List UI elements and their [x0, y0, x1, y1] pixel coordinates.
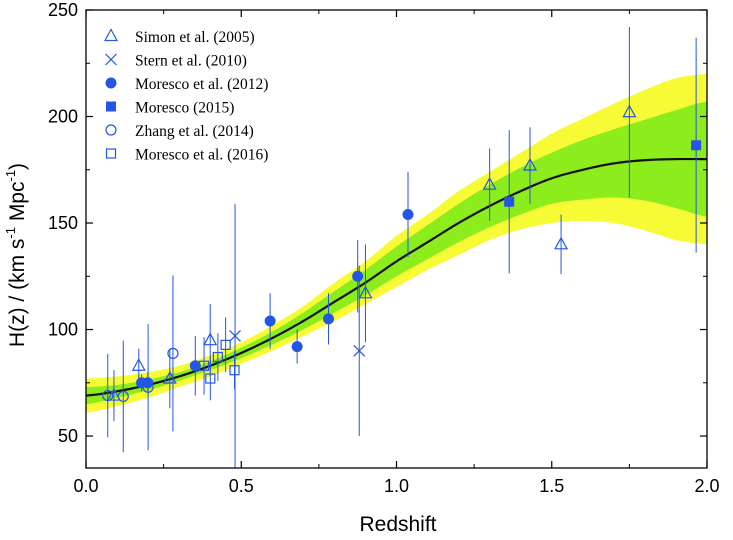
- legend-label: Moresco et al. (2012): [135, 76, 268, 93]
- x-tick-label: 0.5: [229, 476, 254, 496]
- series-circle-open: [102, 275, 179, 453]
- y-axis-label-suffix: ): [6, 163, 29, 170]
- legend-label: Zhang et al. (2014): [135, 123, 254, 140]
- series-cross: [229, 203, 366, 468]
- legend-entry: Simon et al. (2005): [103, 28, 255, 46]
- legend-entry: Zhang et al. (2014): [105, 123, 254, 140]
- marker-cross-stroke-b: [353, 344, 366, 357]
- y-tick-label: 250: [48, 0, 78, 20]
- marker-triangle-open: [103, 28, 119, 42]
- legend-label: Stern et al. (2010): [135, 53, 247, 70]
- marker-circle-filled: [264, 315, 276, 327]
- marker-square-open: [220, 339, 231, 350]
- legend-label: Simon et al. (2005): [135, 29, 255, 46]
- legend: Simon et al. (2005) Stern et al. (2010) Mo…: [103, 28, 268, 164]
- marker-circle-filled: [402, 209, 414, 221]
- marker-circle-open: [102, 389, 114, 402]
- marker-circle-open: [117, 390, 129, 403]
- y-tick-label: 150: [48, 213, 78, 233]
- y-axis-label-sup1: -1: [3, 227, 18, 239]
- marker-circle-open: [105, 124, 117, 136]
- y-axis-label-sup2: -1: [3, 170, 18, 182]
- marker-square-filled: [504, 196, 515, 207]
- marker-triangle-open: [106, 387, 121, 401]
- marker-triangle-open: [523, 157, 538, 171]
- marker-cross-stroke-b: [105, 53, 117, 66]
- data-points: [102, 27, 702, 468]
- marker-circle-filled: [189, 360, 201, 372]
- axes: 0.0 0.5 1.0 1.5 2.0 50 100 150 200 250: [48, 0, 720, 496]
- marker-triangle-open: [554, 236, 569, 250]
- marker-cross: [229, 330, 241, 342]
- series-triangle-open: [106, 27, 637, 422]
- x-tick-label: 1.5: [539, 476, 564, 496]
- legend-entry: Stern et al. (2010): [105, 53, 247, 70]
- series-square-filled: [504, 37, 702, 274]
- marker-square-open: [198, 360, 210, 371]
- marker-triangle-open: [482, 176, 497, 190]
- legend-label: Moresco et al. (2016): [135, 147, 268, 164]
- y-tick-label: 200: [48, 107, 78, 127]
- x-axis-label: Redshift: [359, 513, 436, 536]
- legend-entry: Moresco et al. (2012): [105, 76, 268, 93]
- model-curve-layer: [86, 157, 707, 397]
- series-square-open: [198, 317, 240, 401]
- x-tick-label: 0.0: [73, 476, 98, 496]
- marker-square-open: [212, 351, 223, 363]
- marker-square-open: [229, 365, 240, 376]
- y-axis-label: H(z) / (km s-1 Mpc-1): [3, 163, 29, 347]
- marker-circle-filled: [352, 270, 364, 282]
- marker-cross-stroke-b: [229, 330, 241, 342]
- marker-triangle-open: [622, 104, 637, 118]
- x-tick-label: 1.0: [384, 476, 409, 496]
- marker-circle-open: [142, 381, 154, 393]
- marker-circle-filled: [105, 77, 117, 89]
- x-tick-label: 2.0: [694, 476, 719, 496]
- y-tick-label: 100: [48, 320, 78, 340]
- model-curve: [86, 157, 707, 397]
- marker-triangle-open: [358, 285, 373, 299]
- marker-cross: [353, 344, 366, 357]
- legend-entry: Moresco (2015): [106, 100, 234, 117]
- marker-square-filled: [106, 101, 116, 112]
- marker-triangle-open: [131, 357, 146, 371]
- legend-label: Moresco (2015): [135, 100, 234, 117]
- marker-circle-open: [167, 347, 179, 359]
- legend-entry: Moresco et al. (2016): [105, 147, 268, 164]
- marker-circle-filled: [323, 313, 335, 325]
- marker-triangle-open: [203, 332, 218, 346]
- marker-circle-filled: [291, 341, 303, 353]
- marker-square-filled: [691, 140, 702, 151]
- marker-square-open: [205, 373, 216, 384]
- y-tick-label: 50: [58, 426, 78, 446]
- y-axis-label-prefix: H(z) / (km s: [6, 239, 29, 347]
- y-axis-label-mid: Mpc: [6, 182, 29, 228]
- marker-square-open: [105, 148, 117, 159]
- marker-cross: [105, 53, 117, 66]
